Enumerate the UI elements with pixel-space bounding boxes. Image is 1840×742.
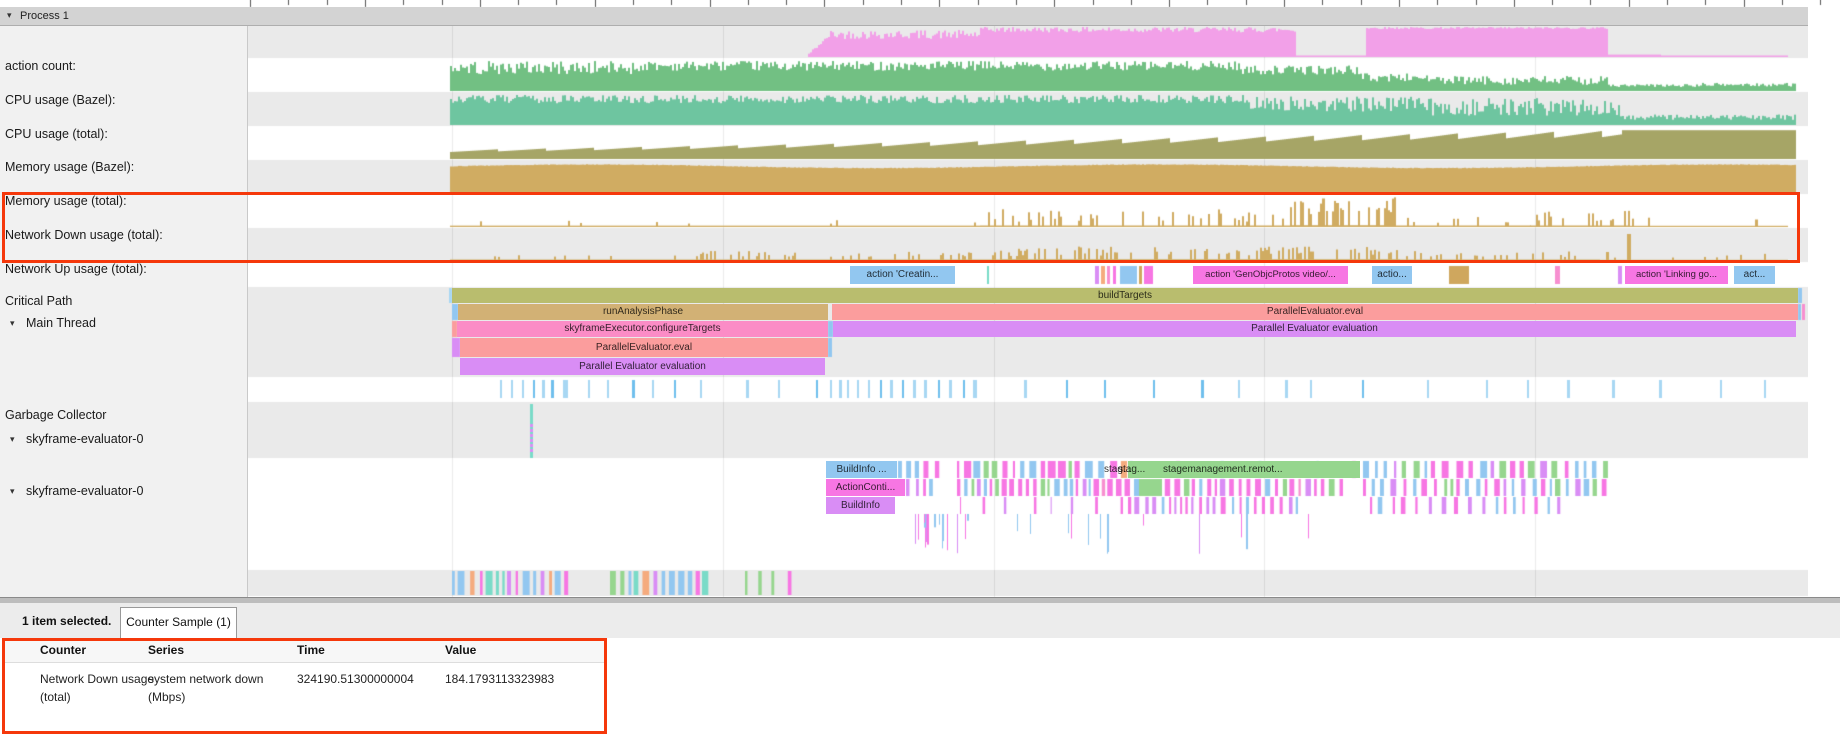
- timeline-slice-buildinfo[interactable]: BuildInfo ...: [826, 461, 897, 478]
- timeline-slice-action-creatin[interactable]: action 'Creatin...: [850, 266, 955, 284]
- track-label-text: CPU usage (Bazel):: [5, 93, 116, 107]
- timeline-ruler[interactable]: [0, 0, 1840, 8]
- track-name-panel: action count: CPU usage (Bazel): CPU usage…: [0, 26, 248, 615]
- process-label: Process 1: [20, 10, 69, 22]
- tab-counter-sample[interactable]: Counter Sample (1): [120, 607, 237, 638]
- timeline-slice-parallelevaluator-eval[interactable]: ParallelEvaluator.eval: [460, 338, 828, 357]
- track-label-network-down-usage-total[interactable]: Network Down usage (total):: [0, 228, 246, 244]
- selection-status: 1 item selected.: [22, 614, 112, 628]
- timeline-slice-buildtargets[interactable]: buildTargets: [452, 288, 1798, 303]
- timeline-slice-actionconti[interactable]: ActionConti...: [826, 479, 905, 496]
- track-label-text: Network Up usage (total):: [5, 262, 147, 276]
- timeline-slice-buildinfo[interactable]: BuildInfo: [826, 497, 895, 514]
- panel-divider[interactable]: [0, 597, 1840, 603]
- table-cell-value: 184.1793113323983: [445, 672, 555, 686]
- timeline-slice-unlabeled[interactable]: [1128, 461, 1360, 478]
- track-label-text: Critical Path: [5, 294, 73, 308]
- timeline-slice-parallel-evaluator-evaluation[interactable]: Parallel Evaluator evaluation: [460, 358, 825, 375]
- track-label-text: Memory usage (Bazel):: [5, 160, 135, 174]
- track-label-text: Network Down usage (total):: [5, 228, 163, 242]
- collapse-triangle-icon[interactable]: ▾: [10, 318, 15, 328]
- details-tab-bar: 1 item selected. Counter Sample (1): [0, 603, 1840, 638]
- timeline-slice-action-genobjcprotos-video[interactable]: action 'GenObjcProtos video/...: [1193, 266, 1348, 284]
- timeline-slice-action-linking-go[interactable]: action 'Linking go...: [1625, 266, 1728, 284]
- details-table: Counter Series Time Value Network Down usage…: [0, 638, 1840, 742]
- timeline-slice-parallelevaluator-eval[interactable]: ParallelEvaluator.eval: [832, 304, 1798, 320]
- track-label-text: action count:: [5, 59, 76, 73]
- table-header-row: [2, 638, 607, 663]
- timeline-slice-runanalysisphase[interactable]: runAnalysisPhase: [458, 304, 828, 320]
- process-group-header[interactable]: ▾ Process 1: [0, 7, 1808, 26]
- collapse-triangle-icon[interactable]: ▾: [10, 434, 15, 444]
- table-header-counter[interactable]: Counter: [40, 643, 86, 657]
- track-label-text: skyframe-evaluator-0: [26, 484, 144, 498]
- track-label-cpu-usage-bazel[interactable]: CPU usage (Bazel):: [0, 93, 246, 109]
- track-label-network-up-usage-total[interactable]: Network Up usage (total):: [0, 262, 246, 278]
- table-cell-time: 324190.51300000004: [297, 672, 414, 686]
- slice-overlay-label: stagemanagement.remot...: [1163, 464, 1283, 475]
- slice-overlay-label: stag...: [1104, 464, 1132, 475]
- table-header-series[interactable]: Series: [148, 643, 185, 657]
- track-label-main-thread[interactable]: ▾ Main Thread: [0, 316, 246, 332]
- slice-overlay-label: stag...: [1118, 464, 1146, 475]
- track-label-text: Garbage Collector: [5, 408, 107, 422]
- timeline-slice-parallel-evaluator-evaluation[interactable]: Parallel Evaluator evaluation: [833, 321, 1796, 337]
- track-label-garbage-collector[interactable]: Garbage Collector: [0, 408, 246, 424]
- track-label-text: Memory usage (total):: [5, 194, 127, 208]
- track-label-skyframe-evaluator-0[interactable]: ▾ skyframe-evaluator-0: [0, 432, 246, 448]
- track-label-skyframe-evaluator-0[interactable]: ▾ skyframe-evaluator-0: [0, 484, 246, 500]
- table-cell-series: system network down (Mbps): [148, 672, 264, 704]
- timeline-slice-act[interactable]: act...: [1734, 266, 1775, 284]
- table-header-value[interactable]: Value: [445, 643, 477, 657]
- track-label-cpu-usage-total[interactable]: CPU usage (total):: [0, 127, 246, 143]
- track-label-text: CPU usage (total):: [5, 127, 108, 141]
- track-label-text: skyframe-evaluator-0: [26, 432, 144, 446]
- track-label-text: Main Thread: [26, 316, 96, 330]
- timeline-slice-skyframeexecutor-configuretargets[interactable]: skyframeExecutor.configureTargets: [457, 321, 828, 337]
- table-header-time[interactable]: Time: [297, 643, 325, 657]
- track-label-critical-path[interactable]: Critical Path: [0, 294, 246, 310]
- timeline-slice-actio[interactable]: actio...: [1372, 266, 1412, 284]
- table-cell-counter: Network Down usage (total): [40, 672, 155, 704]
- track-label-memory-usage-total[interactable]: Memory usage (total):: [0, 194, 246, 210]
- collapse-triangle-icon[interactable]: ▾: [7, 10, 12, 20]
- track-label-action-count[interactable]: action count:: [0, 59, 246, 75]
- track-label-memory-usage-bazel[interactable]: Memory usage (Bazel):: [0, 160, 246, 176]
- collapse-triangle-icon[interactable]: ▾: [10, 486, 15, 496]
